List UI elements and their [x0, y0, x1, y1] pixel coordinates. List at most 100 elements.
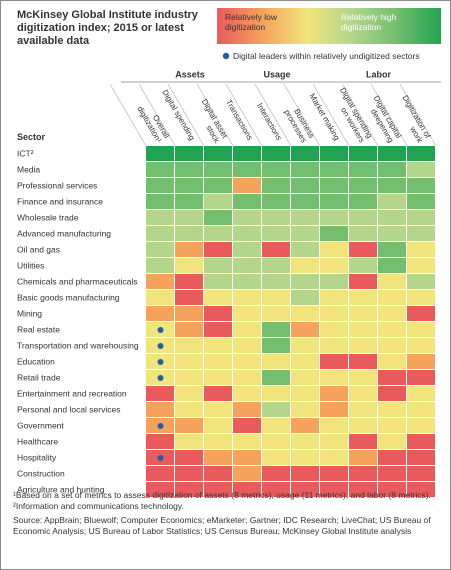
- cell: [233, 482, 261, 497]
- header-divider: [283, 83, 321, 147]
- cell: [378, 370, 406, 385]
- cell: [349, 210, 377, 225]
- cell: [378, 178, 406, 193]
- cell: [204, 354, 232, 369]
- cell: [320, 178, 348, 193]
- cell: [262, 386, 290, 401]
- cell: [349, 306, 377, 321]
- cell: [233, 194, 261, 209]
- cell: [349, 322, 377, 337]
- cell: [320, 194, 348, 209]
- cell: [262, 338, 290, 353]
- cell: [378, 194, 406, 209]
- cell: [407, 370, 435, 385]
- cell: [291, 370, 319, 385]
- cell: [204, 482, 232, 497]
- cell: [146, 434, 174, 449]
- cell: [378, 242, 406, 257]
- cell: [291, 242, 319, 257]
- header-divider: [341, 83, 379, 147]
- cell: [349, 450, 377, 465]
- cell: [233, 306, 261, 321]
- cell: [291, 402, 319, 417]
- cell: [175, 370, 203, 385]
- cell: [349, 482, 377, 497]
- cell: [320, 290, 348, 305]
- cell: [291, 290, 319, 305]
- cell: [146, 242, 174, 257]
- cell: [233, 146, 261, 161]
- cell: [320, 274, 348, 289]
- cell: [233, 402, 261, 417]
- cell: [146, 386, 174, 401]
- cell: [262, 306, 290, 321]
- cell: [262, 178, 290, 193]
- cell: [175, 162, 203, 177]
- cell: [204, 418, 232, 433]
- cell: [378, 226, 406, 241]
- cell: [262, 290, 290, 305]
- cell: [175, 290, 203, 305]
- cell: [378, 418, 406, 433]
- leader-dot: [157, 423, 164, 429]
- cell: [349, 370, 377, 385]
- cell: [407, 338, 435, 353]
- cell: [233, 258, 261, 273]
- row-label: Basic goods manufacturing: [17, 292, 120, 302]
- cell: [349, 338, 377, 353]
- cell: [349, 402, 377, 417]
- cell: [146, 290, 174, 305]
- cell: [262, 402, 290, 417]
- cell: [233, 162, 261, 177]
- cell: [320, 338, 348, 353]
- cell: [349, 466, 377, 481]
- cell: [204, 162, 232, 177]
- cell: [262, 226, 290, 241]
- cell: [175, 210, 203, 225]
- cell: [407, 290, 435, 305]
- cell: [320, 402, 348, 417]
- cell: [233, 434, 261, 449]
- header-divider: [312, 83, 350, 147]
- cell: [262, 194, 290, 209]
- cell: [175, 146, 203, 161]
- group-label: Assets: [175, 69, 205, 79]
- cell: [204, 226, 232, 241]
- cell: [204, 386, 232, 401]
- cell: [407, 274, 435, 289]
- cell: [204, 290, 232, 305]
- cell: [175, 354, 203, 369]
- header-divider: [370, 83, 408, 147]
- row-label: Media: [17, 164, 40, 174]
- cell: [407, 354, 435, 369]
- cell: [320, 434, 348, 449]
- footnotes: ¹Based on a set of metrics to assess dig…: [13, 490, 433, 536]
- header-divider: [225, 83, 263, 147]
- row-label: Real estate: [17, 324, 60, 334]
- cell: [204, 194, 232, 209]
- row-label: Advanced manufacturing: [17, 228, 111, 238]
- cell: [291, 146, 319, 161]
- cell: [204, 402, 232, 417]
- header-divider: [196, 83, 234, 147]
- cell: [320, 242, 348, 257]
- cell: [262, 162, 290, 177]
- row-label: Mining: [17, 308, 42, 318]
- cell: [262, 274, 290, 289]
- cell: [204, 178, 232, 193]
- cell: [291, 306, 319, 321]
- footnote: ²Information and communications technolo…: [13, 500, 184, 511]
- cell: [407, 418, 435, 433]
- cell: [349, 290, 377, 305]
- cell: [378, 450, 406, 465]
- cell: [320, 370, 348, 385]
- cell: [262, 354, 290, 369]
- legend-dot: [222, 52, 230, 60]
- cell: [146, 226, 174, 241]
- cell: [378, 258, 406, 273]
- cell: [291, 418, 319, 433]
- cell: [233, 210, 261, 225]
- cell: [349, 146, 377, 161]
- leader-dot: [157, 327, 164, 333]
